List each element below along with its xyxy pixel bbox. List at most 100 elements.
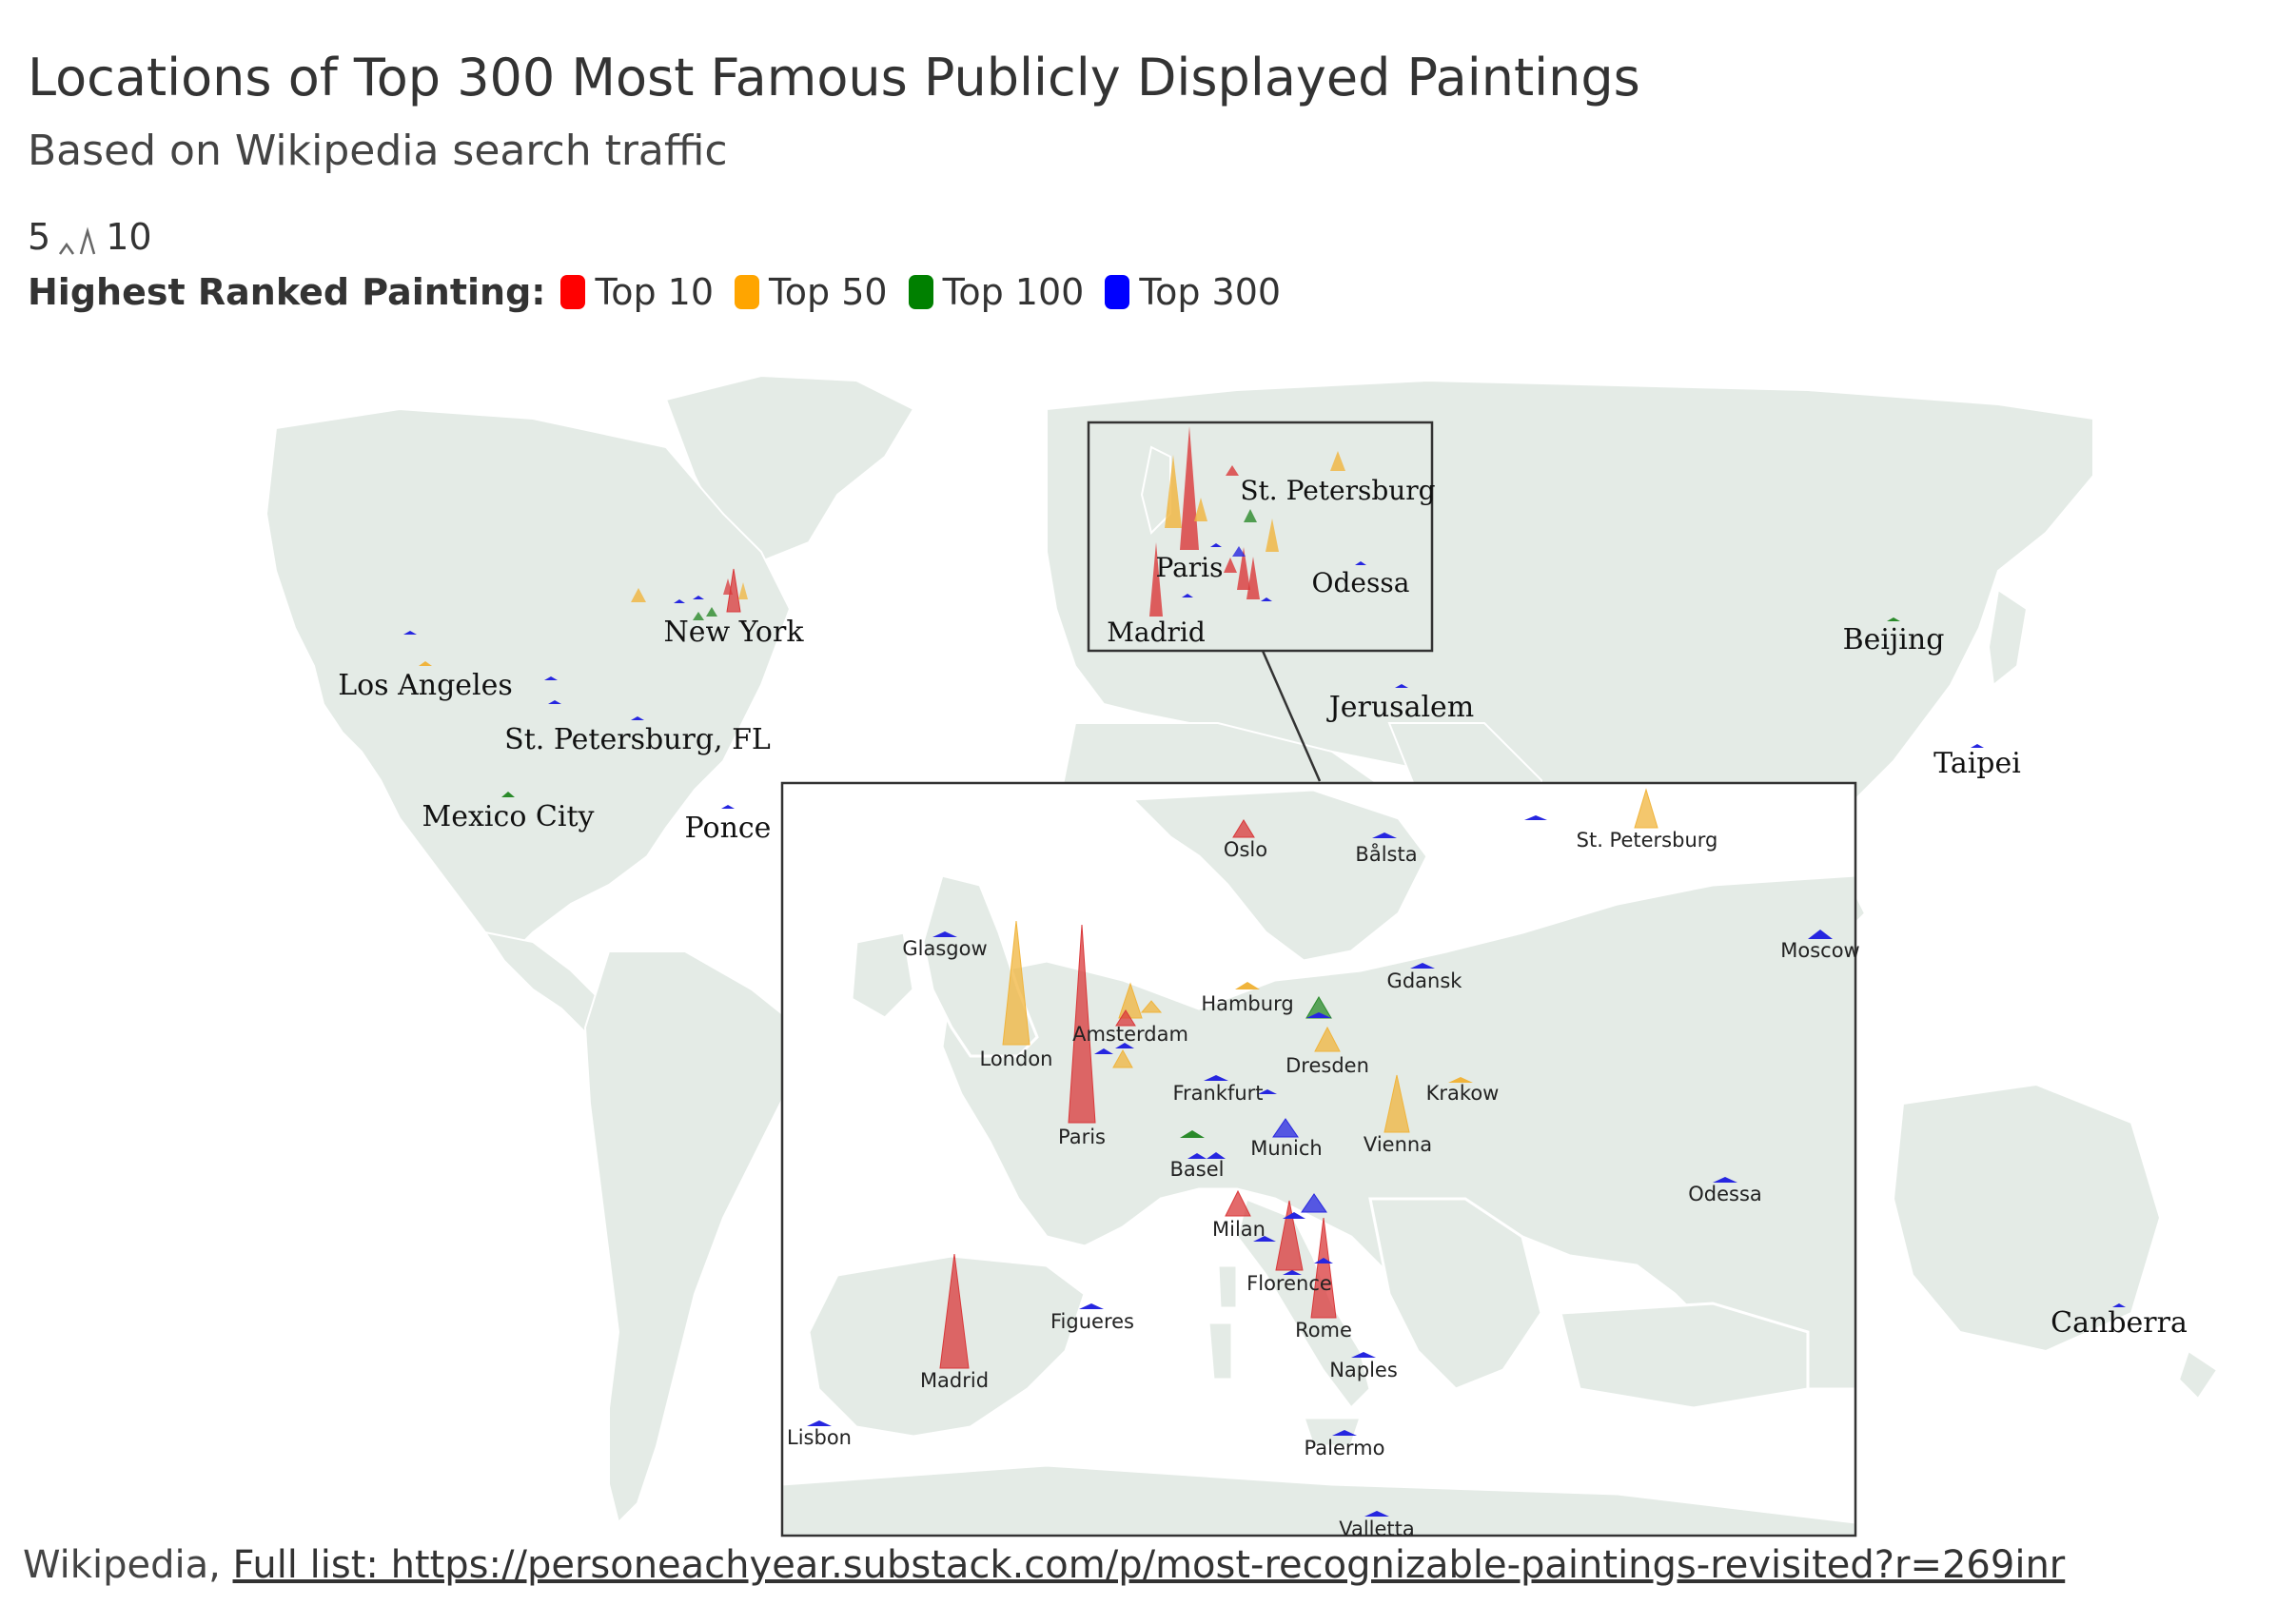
new-zealand-land [2177, 1349, 2219, 1400]
size-legend-min: 5 [28, 216, 51, 258]
marker-basel [1180, 1130, 1205, 1138]
ireland-land [850, 930, 915, 1020]
italy-land [1235, 1196, 1372, 1411]
inset-marker-amsterdam [1194, 498, 1207, 521]
marker-basel-2 [1187, 1153, 1207, 1159]
marker-rome-2 [1314, 1258, 1333, 1263]
inset-connector [1261, 650, 1322, 782]
marker-cleveland [693, 596, 704, 599]
marker-valletta [1364, 1511, 1389, 1517]
marker-rome [1310, 1217, 1337, 1319]
marker-siena [1283, 1270, 1302, 1275]
label-krakow: Krakow [1426, 1082, 1500, 1105]
inset-marker-milan [1224, 558, 1237, 573]
inset-marker-blue-2 [1261, 597, 1272, 601]
label-frankfurt: Frankfurt [1172, 1082, 1263, 1105]
marker-texas-2 [548, 700, 561, 704]
label-london: London [980, 1048, 1053, 1070]
europe-markers [807, 788, 1833, 1517]
marker-milan [1225, 1189, 1251, 1217]
legend-item-top100[interactable]: Top 100 [908, 271, 1084, 313]
north-america-land [265, 407, 792, 953]
europe-land [782, 788, 1855, 1536]
marker-figueres [1079, 1303, 1104, 1309]
scandinavia-land [1128, 788, 1429, 963]
legend-item-top50[interactable]: Top 50 [735, 271, 888, 313]
inset-frame-small: St. Petersburg Paris Odessa Madrid [1087, 421, 1436, 782]
marker-brussels [1112, 1048, 1133, 1068]
size-legend-spikes-icon [59, 226, 96, 255]
label-los-angeles: Los Angeles [338, 669, 513, 702]
marker-krakow [1448, 1077, 1473, 1083]
inset-marker-munich [1232, 546, 1246, 557]
marker-philadelphia [706, 607, 717, 617]
marker-london [1002, 920, 1030, 1046]
world-markers [403, 568, 2126, 1307]
marker-st-petersburg [1634, 788, 1658, 829]
inset-marker-odessa [1355, 561, 1366, 565]
world-map[interactable]: New York Los Angeles St. Petersburg, FL … [0, 362, 2296, 1551]
label-paris: Paris [1058, 1126, 1106, 1148]
label-rome: Rome [1295, 1319, 1352, 1342]
inset-marker-london [1165, 455, 1182, 528]
legend-item-top10[interactable]: Top 10 [560, 271, 714, 313]
label-st-petersburg-fl: St. Petersburg, FL [504, 723, 771, 756]
marker-jerusalem [1395, 684, 1408, 688]
marker-hamburg [1235, 982, 1260, 989]
marker-venice [1301, 1193, 1327, 1213]
marker-cologne [1115, 1043, 1134, 1048]
marker-dresden [1314, 1026, 1341, 1052]
footer: Wikipedia, Full list: https://personeach… [23, 1543, 2065, 1587]
color-legend: Highest Ranked Painting: Top 10 Top 50 T… [28, 271, 1302, 313]
japan-land [1987, 588, 2029, 687]
label-ponce: Ponce [685, 812, 772, 845]
size-legend-max: 10 [106, 216, 152, 258]
chart-title: Locations of Top 300 Most Famous Publicl… [28, 48, 1640, 108]
label-oslo: Oslo [1224, 838, 1267, 861]
label-st-petersburg: St. Petersburg [1577, 829, 1718, 852]
label-basel: Basel [1170, 1158, 1225, 1181]
chart-subtitle: Based on Wikipedia search traffic [28, 127, 728, 175]
marker-munich [1272, 1118, 1299, 1138]
inset-marker-florence [1237, 547, 1250, 590]
inset-marker-blue-1 [1210, 543, 1222, 547]
legend-label: Top 300 [1139, 271, 1282, 313]
inset-label-madrid: Madrid [1107, 617, 1206, 648]
marker-balsta [1372, 832, 1397, 838]
inset-small-labels: St. Petersburg Paris Odessa Madrid [1107, 475, 1435, 648]
marker-seattle [403, 631, 417, 635]
marker-amsterdam-2 [1140, 1000, 1163, 1013]
inset-label-odessa: Odessa [1312, 567, 1410, 598]
marker-antwerp [1094, 1048, 1113, 1054]
label-valletta: Valletta [1339, 1518, 1415, 1540]
label-hamburg: Hamburg [1201, 992, 1293, 1015]
marker-florence [1275, 1200, 1304, 1271]
marker-los-angeles [419, 661, 432, 666]
label-mexico-city: Mexico City [422, 800, 595, 833]
legend-label: Top 50 [769, 271, 888, 313]
label-taipei: Taipei [1933, 747, 2021, 780]
full-list-link[interactable]: Full list: https://personeachyear.substa… [232, 1543, 2066, 1587]
inset-marker-vienna [1266, 519, 1279, 552]
legend-item-top300[interactable]: Top 300 [1105, 271, 1281, 313]
marker-frankfurt-2 [1258, 1089, 1277, 1094]
marker-paris [1068, 924, 1096, 1124]
label-milan: Milan [1212, 1218, 1266, 1241]
label-madrid: Madrid [920, 1369, 989, 1392]
color-legend-label: Highest Ranked Painting: [28, 271, 546, 313]
australia-land [1892, 1083, 2162, 1353]
marker-frankfurt [1204, 1075, 1228, 1081]
inset-marker-rome [1246, 557, 1260, 599]
label-munich: Munich [1250, 1137, 1322, 1160]
marker-oslo [1232, 819, 1255, 838]
marker-odessa [1713, 1177, 1737, 1183]
inset-box-small [1087, 421, 1434, 653]
marker-texas-1 [544, 676, 558, 680]
europe-labels: Oslo Bålsta St. Petersburg Glasgow Mosco… [787, 829, 1860, 1540]
legend-swatch-red [560, 275, 586, 309]
size-legend: 5 10 [28, 216, 152, 258]
marker-washington [693, 612, 704, 620]
marker-moscow [1808, 930, 1833, 939]
inset-label-paris: Paris [1156, 552, 1224, 583]
label-new-york: New York [664, 616, 805, 649]
